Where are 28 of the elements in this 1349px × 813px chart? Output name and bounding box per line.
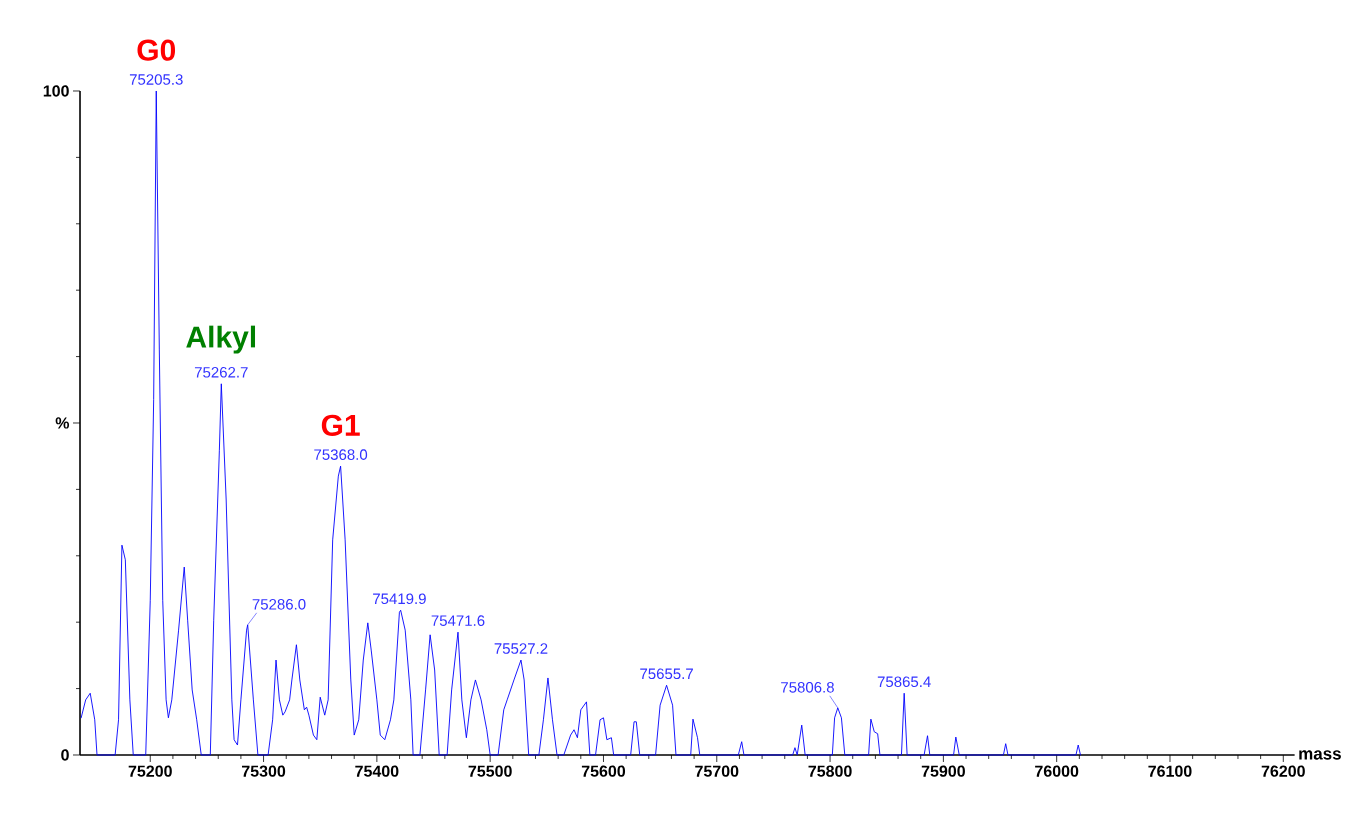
x-tick-label: 75900 (921, 765, 965, 777)
annotation: 75471.6 (431, 615, 485, 626)
x-tick-label: 75800 (808, 765, 852, 777)
x-tick-label: 75200 (128, 765, 172, 777)
annotation: 75419.9 (373, 593, 426, 605)
annotation: 75865.4 (877, 676, 931, 688)
x-tick-label: 76100 (1148, 765, 1192, 777)
x-tick-label: 75600 (581, 765, 626, 777)
y-tick-label: 100 (43, 85, 69, 97)
annotation: G1 (321, 414, 360, 436)
annotation: 75262.7 (194, 366, 248, 378)
annotation: 75806.8 (781, 682, 834, 693)
x-tick-label: 75500 (468, 765, 512, 777)
annotation: 75286.0 (252, 599, 306, 610)
x-tick-label: 75400 (355, 765, 399, 777)
x-tick-label: 75300 (242, 765, 286, 777)
annotation: Alkyl (186, 325, 256, 354)
annotation: 75205.3 (129, 74, 183, 85)
y-tick-label: % (55, 417, 70, 429)
annotation: 75655.7 (640, 668, 693, 680)
annotation: G0 (137, 39, 176, 61)
x-tick-label: 76000 (1035, 765, 1079, 777)
annotation: 75527.2 (494, 643, 548, 654)
x-tick-label: 75700 (695, 765, 739, 777)
x-tick-label: 76200 (1261, 765, 1305, 777)
y-tick-label: 0 (61, 749, 69, 761)
x-axis-title: mass (1299, 750, 1341, 760)
annotation: 75368.0 (314, 449, 368, 460)
